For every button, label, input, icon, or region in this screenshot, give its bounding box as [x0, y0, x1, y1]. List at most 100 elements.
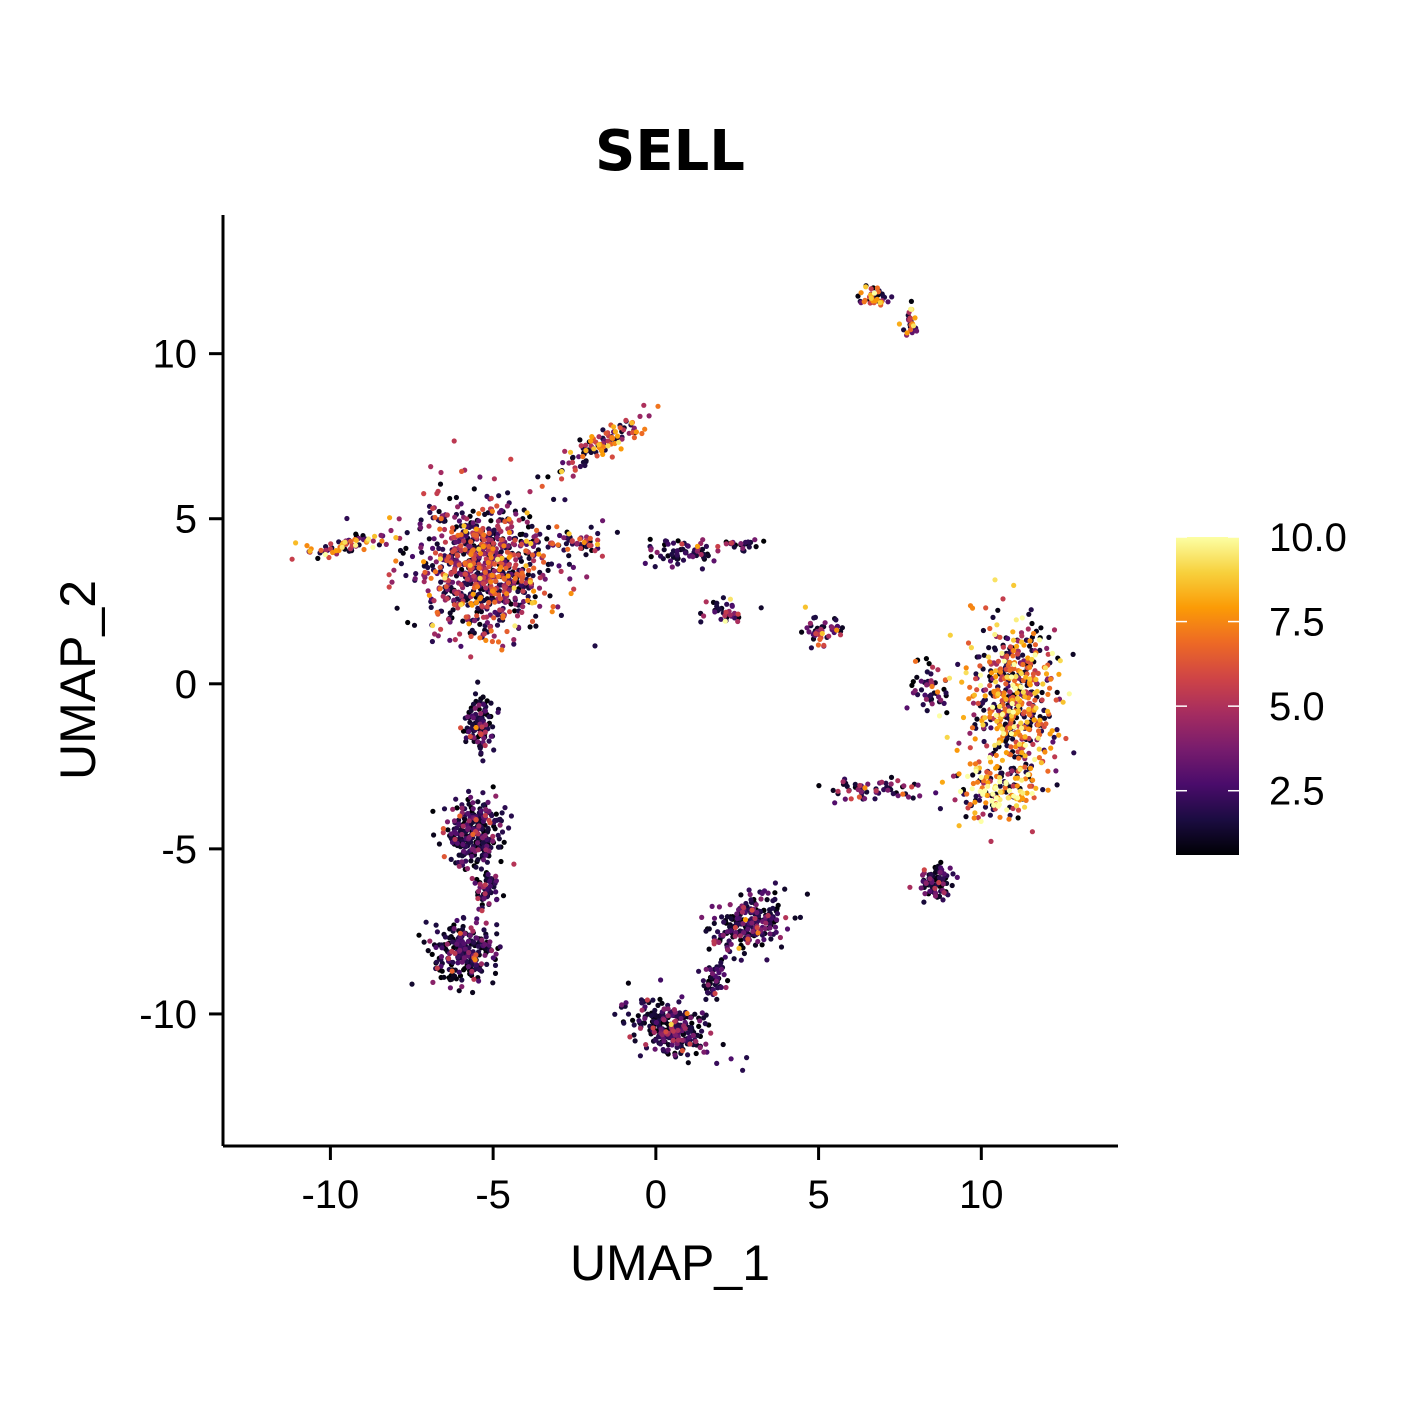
cell-point	[862, 785, 868, 791]
cell-point	[767, 925, 773, 931]
cell-point	[752, 915, 758, 922]
cell-point	[652, 1007, 658, 1013]
cell-point	[1021, 709, 1028, 715]
cell-point	[642, 560, 648, 567]
x-tick-label: 10	[959, 1173, 1004, 1217]
cell-point	[609, 454, 615, 460]
cell-point	[917, 793, 923, 799]
cell-point	[1010, 629, 1016, 635]
cell-point	[997, 703, 1003, 710]
cell-point	[1023, 674, 1029, 680]
cell-point	[699, 1028, 705, 1034]
cell-point	[391, 567, 397, 573]
cell-point	[997, 779, 1003, 785]
cell-point	[1036, 755, 1042, 761]
cell-point	[494, 931, 500, 937]
cell-point	[344, 515, 350, 522]
cell-point	[721, 972, 727, 978]
cell-point	[433, 559, 439, 565]
cell-point	[442, 934, 448, 940]
cell-point	[1002, 785, 1008, 791]
cell-point	[657, 1041, 664, 1047]
cell-point	[909, 784, 915, 790]
cell-point	[895, 778, 901, 784]
cell-point	[772, 924, 779, 930]
cell-point	[639, 1000, 645, 1006]
cell-point	[353, 531, 359, 537]
cell-point	[1005, 771, 1011, 777]
cell-point	[741, 904, 747, 911]
cell-point	[468, 539, 474, 545]
cell-point	[923, 656, 930, 662]
cell-point	[777, 934, 784, 941]
cell-point	[411, 622, 418, 628]
cell-point	[997, 669, 1004, 675]
cell-point	[470, 715, 476, 721]
cell-point	[466, 801, 472, 807]
cell-point	[523, 532, 529, 538]
cell-point	[466, 621, 472, 627]
cell-point	[578, 545, 584, 551]
cell-point	[497, 567, 503, 573]
cell-point	[497, 596, 503, 602]
cell-point	[512, 623, 518, 629]
cell-point	[861, 299, 867, 305]
cell-point	[429, 563, 436, 569]
cell-point	[1027, 664, 1033, 670]
cell-point	[469, 853, 475, 859]
cell-point	[482, 511, 488, 517]
cell-point	[872, 298, 878, 304]
cell-point	[930, 664, 936, 670]
cell-point	[984, 743, 990, 749]
cell-point	[992, 577, 998, 583]
cell-point	[478, 710, 484, 717]
cell-point	[1016, 741, 1023, 747]
cell-point	[804, 891, 811, 897]
cell-point	[981, 652, 987, 658]
cell-point	[434, 929, 440, 935]
cell-point	[965, 773, 971, 780]
cell-point	[625, 980, 632, 986]
cell-point	[473, 599, 479, 606]
cell-point	[458, 582, 464, 588]
cell-point	[517, 531, 523, 538]
cell-point	[488, 733, 494, 739]
cell-point	[339, 544, 345, 550]
cell-point	[945, 892, 951, 898]
cell-point	[705, 553, 711, 559]
cell-point	[665, 1006, 671, 1012]
cell-point	[738, 892, 744, 898]
cell-point	[682, 1025, 688, 1031]
cell-point	[944, 710, 950, 716]
cell-point	[784, 926, 791, 932]
cell-point	[551, 496, 557, 502]
cell-point	[442, 539, 448, 545]
cell-point	[987, 659, 993, 665]
cell-point	[908, 327, 914, 333]
cell-point	[468, 858, 474, 864]
cell-point	[912, 688, 918, 694]
cell-point	[748, 897, 754, 903]
cell-point	[436, 545, 442, 552]
cell-point	[562, 497, 568, 503]
cell-point	[469, 602, 475, 608]
cell-point	[528, 540, 534, 547]
cell-point	[533, 533, 539, 539]
cell-point	[720, 595, 727, 601]
cell-point	[943, 690, 949, 696]
cell-point	[539, 483, 545, 489]
cell-point	[511, 641, 517, 647]
cell-point	[674, 548, 681, 554]
cell-point	[441, 854, 447, 860]
cell-point	[405, 619, 411, 626]
cell-point	[467, 562, 473, 568]
cell-point	[425, 948, 431, 954]
cell-point	[487, 883, 493, 889]
cell-point	[644, 997, 651, 1003]
cell-point	[473, 724, 479, 731]
cell-point	[672, 1032, 679, 1038]
cell-point	[441, 526, 448, 533]
cell-point	[678, 1015, 684, 1022]
cell-point	[1032, 690, 1038, 696]
cell-point	[426, 523, 432, 529]
